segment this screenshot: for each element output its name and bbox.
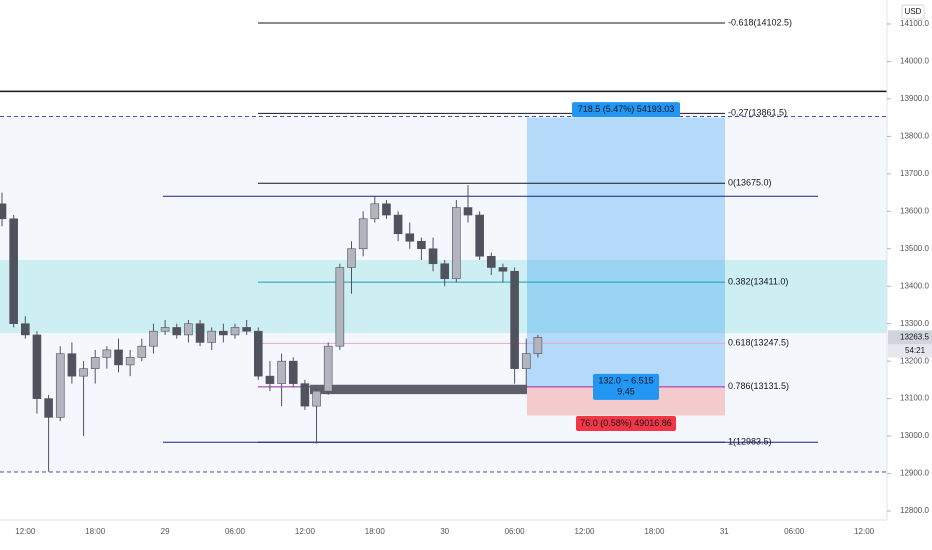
candle-body: [90, 357, 100, 369]
candle-body: [452, 207, 461, 280]
candle-body: [265, 375, 275, 384]
candle-body: [300, 383, 310, 407]
y-tick-label: 13800.0: [900, 131, 929, 140]
fib-label: 0.382(13411.0): [728, 276, 788, 286]
x-tick-label: 06:00: [225, 527, 246, 536]
candle-body: [67, 353, 77, 377]
candle-body: [428, 248, 438, 265]
candle-body: [114, 349, 123, 366]
x-tick-label: 12:00: [854, 527, 875, 536]
candle-body: [486, 255, 496, 268]
candle-body: [44, 398, 53, 418]
candle-body: [230, 327, 240, 336]
y-tick-label: 13200.0: [900, 356, 929, 365]
y-tick-label: 13100.0: [900, 394, 929, 403]
price-axis: [887, 0, 932, 550]
candle-body: [335, 267, 345, 347]
candle-body: [184, 323, 193, 336]
candle-body: [277, 360, 286, 384]
currency: USD: [905, 7, 922, 16]
x-tick-label: 06:00: [505, 527, 526, 536]
candle-body: [160, 327, 170, 332]
y-tick-label: 13500.0: [900, 244, 929, 253]
x-tick-label: 12:00: [574, 527, 595, 536]
last-price: 13263.5: [900, 332, 929, 341]
mid-label: 9.45: [617, 387, 635, 397]
candle-body: [463, 207, 473, 216]
x-tick-label: 18:00: [85, 527, 106, 536]
candle-body: [254, 330, 263, 377]
candle-body: [510, 270, 519, 369]
candle-body: [312, 390, 321, 407]
x-tick-label: 30: [440, 527, 449, 536]
candle-body: [125, 357, 135, 366]
x-tick-label: 06:00: [784, 527, 805, 536]
y-tick-label: 14000.0: [900, 57, 929, 66]
stop-label: 76.0 (0.58%) 49016.86: [580, 418, 672, 428]
countdown: 54:21: [905, 346, 926, 355]
candle-body: [417, 240, 426, 250]
fib-label: 0.618(13247.5): [728, 338, 789, 348]
target-label: 718.5 (5.47%) 54193.03: [578, 104, 675, 114]
stop-label-box: [576, 415, 676, 431]
mid-label-box: [593, 373, 659, 400]
candle-body: [32, 334, 42, 399]
x-tick-label: 31: [720, 527, 729, 536]
last-price-box: [888, 330, 932, 345]
y-tick-label: 13900.0: [900, 94, 929, 103]
dark-zone: [310, 384, 527, 395]
y-tick-label: 13600.0: [900, 206, 929, 215]
candle-body: [79, 368, 88, 377]
y-tick-label: 13000.0: [900, 431, 929, 440]
candle-body: [9, 218, 18, 324]
candle-body: [405, 233, 415, 242]
fib-label: -0.27(13861.5): [728, 108, 787, 118]
candle-body: [533, 337, 543, 354]
candle-body: [521, 353, 531, 369]
candle-body: [149, 330, 158, 347]
y-tick-label: 13300.0: [900, 319, 929, 328]
candle-body: [195, 323, 205, 343]
candle-body: [382, 203, 391, 216]
x-tick-label: 18:00: [644, 527, 665, 536]
candle-body: [0, 203, 7, 220]
candle-body: [55, 353, 65, 418]
fib-label: 0.786(13131.5): [728, 381, 789, 391]
countdown-box: [888, 344, 932, 358]
x-tick-label: 29: [161, 527, 170, 536]
candle-body: [358, 218, 368, 250]
target-label-box: [572, 102, 680, 118]
fib-label: -0.618(14102.5): [728, 17, 792, 27]
candle-body: [207, 330, 216, 343]
candle-body: [219, 330, 228, 336]
y-tick-label: 12800.0: [900, 506, 929, 515]
fib-label: 0(13675.0): [728, 178, 772, 188]
y-tick-label: 14100.0: [900, 19, 929, 28]
candle-body: [370, 203, 380, 220]
candle-body: [393, 214, 403, 235]
candle-body: [102, 349, 112, 358]
fib-label: 1(12983.5): [728, 437, 772, 447]
y-tick-label: 13400.0: [900, 281, 929, 290]
candle-body: [172, 327, 182, 336]
candle-body: [498, 267, 508, 272]
candle-body: [440, 263, 450, 280]
target-area: [527, 117, 725, 387]
candle-body: [242, 327, 251, 332]
x-tick-label: 12:00: [15, 527, 36, 536]
candle-body: [137, 345, 147, 358]
candle-body: [20, 323, 30, 336]
mid-label: 132.0 ~ 6.515: [598, 376, 653, 386]
candle-body: [347, 248, 356, 268]
y-tick-label: 13700.0: [900, 169, 929, 178]
y-tick-label: 12900.0: [900, 469, 929, 478]
candle-body: [475, 214, 484, 257]
candle-body: [323, 345, 333, 392]
x-tick-label: 12:00: [295, 527, 316, 536]
candle-body: [288, 360, 298, 384]
currency-box: [901, 4, 925, 20]
x-tick-label: 18:00: [365, 527, 386, 536]
